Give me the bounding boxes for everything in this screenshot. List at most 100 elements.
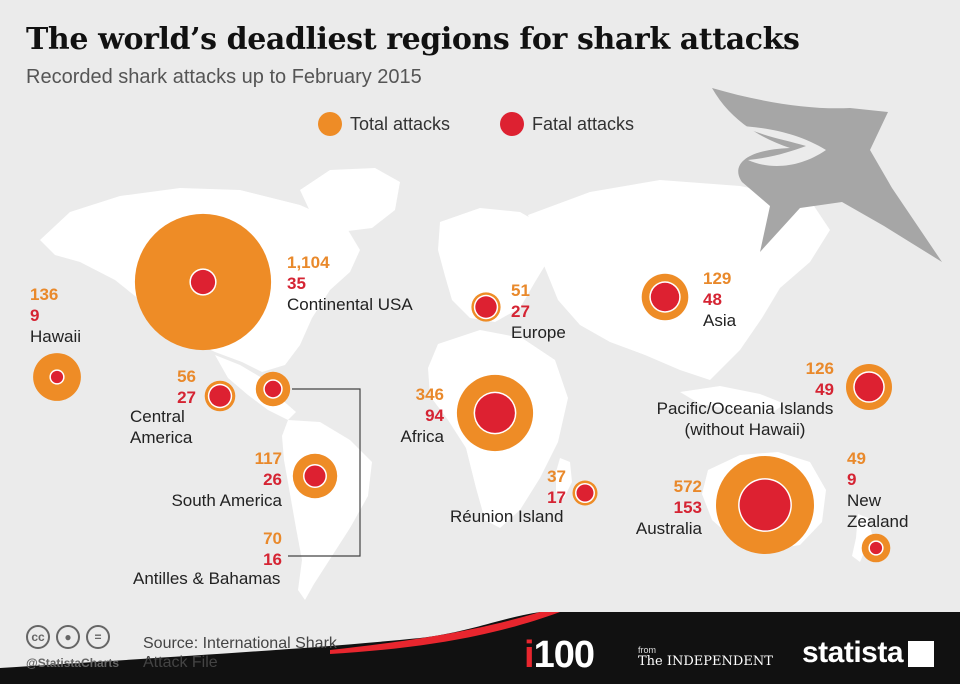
antilles-connector — [288, 388, 361, 557]
statista-logo[interactable]: statista — [802, 636, 904, 669]
i100-logo-number: 100 — [533, 634, 595, 676]
value-total: 1,104 — [287, 253, 330, 272]
region-name: Australia — [635, 519, 702, 538]
region-name: South America — [171, 491, 282, 510]
value-total: 70 — [263, 529, 282, 548]
i100-logo-i: i — [524, 634, 535, 676]
source-note: Source: International Shark Attack File — [143, 635, 337, 671]
region-name: Africa — [400, 427, 444, 446]
region-name: New — [847, 491, 882, 510]
shark-mouth — [742, 126, 826, 166]
label-central-america-name: Central America — [130, 406, 220, 448]
label-new-zealand: 49 9 New Zealand — [847, 448, 908, 532]
greenland-landmass — [300, 168, 400, 232]
label-hawaii: 136 9 Hawaii — [30, 284, 81, 347]
value-fatal: 153 — [673, 498, 702, 517]
label-reunion-name: Réunion Island — [450, 506, 563, 527]
label-reunion-values: 37 17 — [510, 466, 566, 508]
label-australia: 572 153 Australia — [610, 476, 702, 539]
bubble-fatal-africa — [475, 393, 515, 433]
region-name: Pacific/Oceania Islands — [656, 399, 834, 418]
chart-subtitle: Recorded shark attacks up to February 20… — [26, 66, 422, 88]
no-derivatives-icon[interactable]: = — [86, 625, 110, 649]
label-antilles-name: Antilles & Bahamas — [133, 568, 280, 589]
creative-commons-icon[interactable]: cc — [26, 625, 50, 649]
value-fatal: 9 — [30, 306, 40, 325]
legend-fatal-swatch — [500, 112, 524, 136]
value-total: 51 — [511, 281, 530, 300]
region-name-line2: Zealand — [847, 512, 909, 531]
value-fatal: 35 — [287, 274, 306, 293]
value-total: 37 — [547, 467, 566, 486]
bubble-fatal-asia — [650, 282, 680, 312]
value-total: 117 — [254, 449, 282, 468]
from-label: from — [638, 645, 656, 655]
label-south-america: 117 26 South America — [160, 448, 282, 511]
value-fatal: 27 — [511, 302, 530, 321]
madagascar-landmass — [556, 458, 572, 498]
label-asia: 129 48 Asia — [703, 268, 736, 331]
region-name: Réunion Island — [450, 507, 564, 526]
attribution-icon[interactable]: ● — [56, 625, 80, 649]
region-name: Continental USA — [287, 295, 413, 314]
bubble-layer — [33, 213, 892, 563]
value-fatal: 26 — [263, 470, 282, 489]
europe-landmass — [438, 208, 552, 322]
bubble-fatal-antilles-bahamas — [264, 380, 282, 398]
statista-logo-icon — [908, 641, 934, 667]
bubble-fatal-new-zealand — [869, 541, 883, 555]
label-central-america-values: 56 27 — [124, 366, 196, 408]
legend-total-label: Total attacks — [350, 113, 451, 134]
value-total: 136 — [30, 285, 59, 304]
value-total: 572 — [673, 477, 702, 496]
footer-band — [0, 612, 960, 684]
region-name: Hawaii — [30, 327, 82, 346]
label-europe: 51 27 Europe — [511, 280, 566, 343]
independent-logo[interactable]: The INDEPENDENT — [638, 654, 773, 669]
legend-total-swatch — [318, 112, 342, 136]
value-total: 56 — [177, 367, 196, 386]
south-america-landmass — [282, 420, 372, 600]
label-pacific-values: 126 49 — [770, 358, 834, 400]
shark-illustration — [712, 88, 942, 262]
bubble-fatal-reunion-island — [576, 484, 594, 502]
license-icons: cc ● = — [26, 625, 110, 649]
new-zealand-landmass — [852, 514, 872, 562]
value-fatal: 17 — [547, 488, 566, 507]
region-name: Antilles & Bahamas — [133, 569, 281, 588]
region-name-line2: (without Hawaii) — [684, 420, 806, 439]
bubble-fatal-continental-usa — [190, 269, 216, 295]
region-name: Central America — [130, 407, 193, 447]
bubble-fatal-central-america — [209, 385, 231, 407]
region-name: Asia — [703, 311, 737, 330]
bubble-fatal-australia — [739, 479, 791, 531]
value-total: 129 — [703, 269, 732, 288]
label-continental-usa: 1,104 35 Continental USA — [287, 252, 413, 315]
legend-fatal: Fatal attacks — [500, 112, 634, 136]
bubble-fatal-pacific-oceania-islands — [854, 372, 884, 402]
bubble-fatal-south-america — [304, 465, 326, 487]
bubble-fatal-europe — [475, 296, 497, 318]
value-fatal: 9 — [847, 470, 857, 489]
statista-handle[interactable]: @StatistaCharts — [26, 656, 120, 670]
legend-total: Total attacks — [318, 112, 450, 136]
legend-fatal-label: Fatal attacks — [532, 113, 635, 134]
label-antilles-values: 70 16 — [230, 528, 282, 570]
i100-logo[interactable]: i100 — [524, 634, 595, 677]
value-fatal: 94 — [425, 406, 444, 425]
value-total: 346 — [415, 385, 444, 404]
region-name: Europe — [511, 323, 566, 342]
label-pacific-name: Pacific/Oceania Islands (without Hawaii) — [650, 398, 840, 440]
value-fatal: 49 — [815, 380, 834, 399]
value-total: 49 — [847, 449, 866, 468]
indonesia-landmass — [680, 386, 785, 414]
label-africa: 346 94 Africa — [382, 384, 444, 447]
value-fatal: 16 — [263, 550, 282, 569]
value-fatal: 27 — [177, 388, 196, 407]
value-total: 126 — [805, 359, 834, 378]
footer-accent — [330, 612, 560, 654]
bubble-fatal-hawaii — [50, 370, 64, 384]
chart-title: The world’s deadliest regions for shark … — [26, 22, 800, 57]
